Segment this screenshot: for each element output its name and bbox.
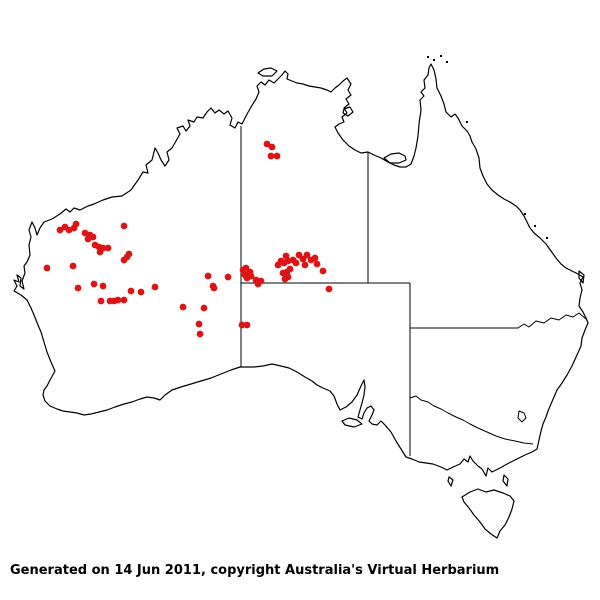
occurrence-dot	[74, 284, 82, 292]
fraser-island	[578, 270, 585, 284]
occurrence-dot	[267, 152, 275, 160]
occurrence-dot	[273, 152, 281, 160]
occurrence-dot	[243, 321, 251, 329]
occurrence-dot	[120, 256, 128, 264]
torres-strait-islands	[427, 55, 448, 63]
occurrence-dot	[196, 330, 204, 338]
occurrence-dot	[179, 303, 187, 311]
state-borders	[240, 126, 587, 456]
occurrence-dot	[127, 287, 135, 295]
occurrence-dot	[319, 267, 327, 275]
occurrence-dot	[99, 282, 107, 290]
copyright-footer: Generated on 14 Jun 2011, copyright Aust…	[10, 563, 500, 578]
occurrence-dot	[301, 261, 309, 269]
occurrence-dots-layer	[43, 140, 333, 338]
occurrence-dot	[104, 244, 112, 252]
flinders-island	[502, 474, 509, 487]
occurrence-dot	[89, 233, 97, 241]
occurrence-dot	[224, 273, 232, 281]
occurrence-dot	[56, 226, 64, 234]
act-border	[517, 410, 527, 423]
groote-eylandt	[342, 106, 354, 117]
occurrence-dot	[137, 288, 145, 296]
occurrence-dot	[238, 321, 246, 329]
occurrence-dot	[43, 264, 51, 272]
occurrence-dot	[69, 262, 77, 270]
occurrence-dot	[90, 280, 98, 288]
occurrence-dot	[247, 272, 255, 280]
occurrence-dot	[125, 250, 133, 258]
occurrence-dot	[263, 140, 271, 148]
occurrence-dot	[120, 222, 128, 230]
occurrence-dot	[72, 220, 80, 228]
occurrence-dot	[292, 259, 300, 267]
occurrence-dot	[284, 273, 292, 281]
mornington-island	[383, 152, 407, 164]
occurrence-dot	[303, 251, 311, 259]
melville-island	[257, 67, 278, 77]
king-island	[447, 476, 454, 487]
reef-islands	[466, 121, 548, 239]
occurrence-dot	[279, 269, 287, 277]
occurrence-dot	[204, 272, 212, 280]
occurrence-dot	[97, 297, 105, 305]
occurrence-dot	[114, 296, 122, 304]
occurrence-dot	[151, 283, 159, 291]
occurrence-dot	[195, 320, 203, 328]
coastline-mainland	[13, 63, 589, 477]
occurrence-dot	[120, 296, 128, 304]
occurrence-dot	[200, 304, 208, 312]
occurrence-dot	[99, 244, 107, 252]
coastline-tasmania	[461, 488, 515, 539]
occurrence-dot	[311, 254, 319, 262]
occurrence-dot	[268, 143, 276, 151]
occurrence-dot	[254, 280, 262, 288]
occurrence-dot	[325, 285, 333, 293]
occurrence-dot	[313, 260, 321, 268]
occurrence-dot	[210, 284, 218, 292]
kangaroo-island	[341, 417, 363, 428]
